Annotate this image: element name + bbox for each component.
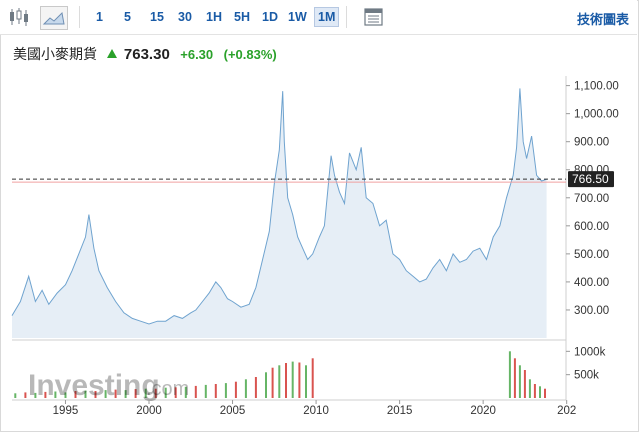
volume-bar xyxy=(124,390,127,398)
volume-bar xyxy=(164,387,167,398)
toolbar-divider xyxy=(79,6,80,28)
last-price-tag: 766.50 xyxy=(568,171,614,188)
last-price: 763.30 xyxy=(123,46,170,63)
volume-bar xyxy=(271,367,274,398)
timeframe-1[interactable]: 1 xyxy=(96,10,103,24)
timeframe-1m[interactable]: 1M xyxy=(314,7,340,27)
timeframe-1d[interactable]: 1D xyxy=(262,10,278,24)
y-tick-label: 400.00 xyxy=(574,277,609,289)
volume-bar xyxy=(204,384,207,398)
x-tick-label: 2015 xyxy=(387,405,413,417)
volume-bar xyxy=(24,392,27,398)
y-tick-label: 700.00 xyxy=(574,193,609,205)
volume-bar xyxy=(244,379,247,398)
volume-bar xyxy=(528,379,531,398)
volume-bar xyxy=(285,363,287,398)
volume-bar xyxy=(184,386,187,398)
toolbar-divider xyxy=(346,6,347,28)
volume-bar xyxy=(34,392,37,398)
y-tick-label: 600.00 xyxy=(574,221,609,233)
volume-bar xyxy=(214,384,217,398)
volume-bar xyxy=(134,389,137,398)
price-change-percent: (+0.83%) xyxy=(223,47,277,62)
y-tick-label: 300.00 xyxy=(574,305,609,317)
instrument-name: 美國小麥期貨 xyxy=(13,46,97,62)
volume-bar xyxy=(54,391,57,398)
volume-bar xyxy=(84,390,87,398)
volume-bar xyxy=(94,391,97,398)
volume-bar xyxy=(544,388,546,398)
volume-bar xyxy=(64,392,67,398)
volume-bar xyxy=(174,387,177,398)
timeframe-5h[interactable]: 5H xyxy=(234,10,250,24)
volume-bar xyxy=(533,384,536,398)
volume-bar xyxy=(194,385,197,398)
timeframe-1w[interactable]: 1W xyxy=(288,10,307,24)
y-tick-label: 900.00 xyxy=(574,137,609,149)
volume-bar xyxy=(14,393,17,398)
timeframe-1h[interactable]: 1H xyxy=(206,10,222,24)
price-line xyxy=(11,88,547,325)
table-icon[interactable] xyxy=(362,6,386,28)
x-tick-label: 2005 xyxy=(220,405,246,417)
x-tick-label: 202 xyxy=(557,405,576,417)
x-tick-label: 2020 xyxy=(470,405,496,417)
x-tick-label: 1995 xyxy=(53,405,79,417)
volume-bar xyxy=(154,388,157,398)
volume-bar xyxy=(523,370,526,398)
area-chart-icon[interactable] xyxy=(40,6,68,30)
x-tick-label: 2000 xyxy=(136,405,162,417)
advanced-chart-link[interactable]: 技術圖表 xyxy=(576,12,629,27)
volume-bar xyxy=(513,358,516,398)
timeframe-5[interactable]: 5 xyxy=(124,10,131,24)
candlestick-icon[interactable] xyxy=(6,6,32,28)
volume-bar xyxy=(114,389,117,398)
volume-bar xyxy=(224,383,227,398)
timeframe-15[interactable]: 15 xyxy=(150,10,164,24)
watermark-text: Investing xyxy=(28,369,160,402)
volume-bar xyxy=(74,391,77,398)
y-tick-label: 1,000.00 xyxy=(574,109,619,121)
volume-bar xyxy=(291,361,294,398)
timeframe-30[interactable]: 30 xyxy=(178,10,192,24)
volume-bar xyxy=(311,358,314,398)
volume-bar xyxy=(305,365,307,398)
volume-tick-label: 1000k xyxy=(574,346,606,358)
volume-tick-label: 500k xyxy=(574,370,599,382)
volume-bar xyxy=(104,390,107,398)
volume-bar xyxy=(539,386,541,398)
volume-bar xyxy=(44,391,47,398)
x-tick-label: 2010 xyxy=(303,405,329,417)
investing-watermark: Investing .com xyxy=(28,369,189,402)
price-change: +6.30 xyxy=(180,47,214,62)
watermark-suffix: .com xyxy=(146,378,189,400)
volume-bar xyxy=(144,388,147,398)
up-arrow-icon xyxy=(107,49,118,58)
volume-bar xyxy=(518,365,521,398)
price-area xyxy=(12,88,547,339)
y-tick-label: 1,100.00 xyxy=(574,81,619,93)
volume-bar xyxy=(265,372,267,398)
quote-header: 美國小麥期貨 763.30 +6.30 (+0.83%) xyxy=(13,44,283,64)
volume-bar xyxy=(234,381,237,398)
volume-bar xyxy=(298,362,301,398)
volume-bar xyxy=(254,377,257,398)
volume-bar xyxy=(278,365,281,398)
last-price-tag-text: 766.50 xyxy=(572,172,609,186)
chart-toolbar: 1 5 15 30 1H 5H 1D 1W 1M 技術圖表 xyxy=(0,0,637,35)
y-tick-label: 500.00 xyxy=(574,249,609,261)
volume-bar xyxy=(508,351,511,398)
